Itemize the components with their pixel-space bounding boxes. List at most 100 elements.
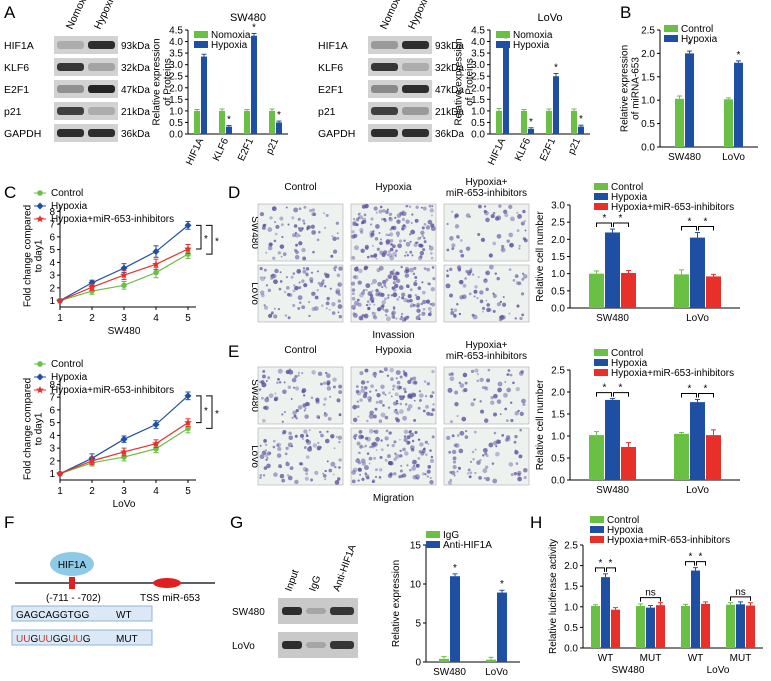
y-axis-label: Relative expression (391, 560, 402, 647)
y-tick-label: 1.5 (471, 95, 485, 106)
cell-dot (395, 402, 399, 405)
cell-dot (321, 304, 324, 307)
cell-dot (415, 315, 421, 321)
y-tick-label: 1.0 (641, 96, 655, 107)
cell-dot (282, 429, 287, 434)
cell-dot (387, 234, 390, 237)
cell-dot (403, 429, 409, 435)
cell-dot (514, 411, 519, 416)
cell-dot (385, 316, 391, 322)
legend-swatch (426, 541, 440, 548)
cell-dot (322, 474, 327, 478)
cell-dot (338, 413, 342, 417)
cell-dot (427, 312, 432, 317)
cell-dot (422, 299, 427, 305)
cell-dot (311, 291, 316, 296)
cell-dot (506, 373, 510, 376)
panel-label-e: E (228, 342, 239, 361)
blot-band (371, 107, 398, 115)
cell-dot (374, 375, 377, 378)
cell-dot (308, 429, 311, 432)
cell-dot (514, 434, 518, 439)
cell-dot (384, 415, 389, 420)
cell-dot (381, 286, 384, 289)
cell-dot (352, 275, 357, 279)
cell-dot (287, 316, 291, 320)
cell-dot (292, 272, 296, 275)
bar (621, 447, 636, 480)
cell-dot (334, 480, 340, 485)
cell-dot (366, 255, 370, 259)
cell-dot (366, 476, 370, 480)
cell-dot (410, 303, 415, 307)
x-tick-label: MUT (640, 653, 662, 664)
cell-dot (374, 429, 379, 434)
sig-bracket (196, 395, 202, 424)
cell-dot (298, 234, 301, 237)
cell-dot (460, 239, 463, 242)
cell-dot (428, 282, 431, 286)
legend-swatch (496, 41, 510, 48)
bar (656, 605, 665, 648)
cell-dot (294, 479, 299, 485)
y-tick-label: 4.0 (169, 37, 183, 48)
y-tick-label: 0.0 (551, 304, 565, 315)
y-tick-label: 2 (49, 456, 55, 467)
cell-dot (323, 397, 327, 401)
point-marker (88, 283, 96, 291)
cell-dot (379, 238, 382, 241)
blot-band (88, 63, 115, 71)
cell-dot (338, 466, 341, 469)
cell-dot (283, 290, 287, 294)
cell-dot (378, 419, 383, 423)
cell-dot (404, 403, 408, 406)
bar (726, 604, 735, 648)
cell-dot (274, 392, 277, 395)
cell-dot (486, 303, 490, 307)
y-tick-label: 2.0 (551, 235, 565, 246)
cell-dot (262, 418, 266, 423)
cell-dot (335, 221, 339, 225)
cell-dot (406, 464, 409, 467)
blot-band (57, 63, 84, 71)
cell-dot (279, 244, 285, 249)
y-tick-label: 0.0 (564, 644, 578, 655)
cell-dot (459, 383, 465, 388)
legend-label: Hypoxia+miR-653-inhibitors (611, 202, 734, 213)
cell-dot (263, 439, 267, 443)
cell-dot (402, 447, 406, 452)
y-tick-label: 0 (415, 658, 421, 669)
micrograph-caption: Invassion (372, 330, 414, 341)
micrograph (443, 203, 530, 262)
panel-label-a: A (4, 3, 16, 22)
cell-dot (453, 313, 457, 317)
cell-dot (423, 222, 427, 226)
cell-dot (259, 473, 263, 477)
cell-dot (403, 437, 408, 443)
cell-dot (508, 312, 511, 315)
cell-dot (457, 466, 461, 470)
cell-dot (427, 282, 431, 286)
cell-dot (301, 371, 304, 375)
cell-dot (383, 218, 388, 223)
cell-dot (499, 300, 503, 303)
cell-dot (460, 253, 465, 258)
cell-dot (462, 283, 467, 288)
x-tick-label: SW480 (596, 485, 629, 496)
cell-dot (512, 381, 515, 385)
cell-dot (404, 273, 410, 278)
cell-dot (412, 459, 417, 465)
cell-dot (454, 390, 459, 395)
cell-dot (337, 304, 343, 309)
cell-dot (310, 478, 314, 482)
cell-dot (336, 273, 341, 278)
cell-dot (307, 446, 313, 452)
cell-dot (492, 294, 497, 299)
legend-swatch (594, 349, 608, 356)
cell-dot (404, 266, 410, 272)
significance-star: * (204, 406, 208, 417)
legend-label: Hypoxia (611, 358, 648, 369)
cell-dot (371, 311, 377, 317)
cell-dot (383, 217, 386, 221)
blot-strip (54, 124, 118, 142)
